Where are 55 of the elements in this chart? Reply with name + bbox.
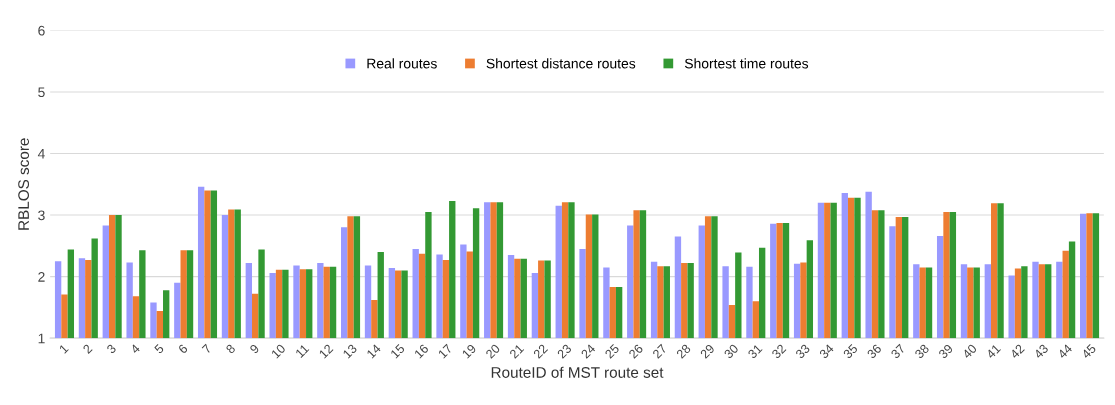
x-tick-label: 33 xyxy=(795,343,811,360)
legend-label: Shortest distance routes xyxy=(486,58,636,69)
x-tick-label: 8 xyxy=(225,343,236,355)
x-tick-label: 45 xyxy=(1081,343,1097,360)
x-tick-label: 13 xyxy=(342,343,358,359)
x-tick-label: 43 xyxy=(1033,343,1049,360)
y-tick-label: 2 xyxy=(38,271,45,282)
x-tick-label: 29 xyxy=(699,343,715,359)
x-tick-label: 44 xyxy=(1057,343,1073,360)
x-tick-label: 30 xyxy=(723,343,739,360)
y-tick-label: 5 xyxy=(38,87,45,98)
x-tick-label: 32 xyxy=(771,343,787,360)
x-tick-label: 10 xyxy=(270,343,286,359)
y-tick-label: 4 xyxy=(37,148,45,159)
x-tick-label: 15 xyxy=(390,343,406,359)
x-tick-label: 39 xyxy=(938,343,954,360)
x-tick-label: 28 xyxy=(675,343,692,359)
x-tick-label: 36 xyxy=(866,343,882,360)
x-tick-label: 25 xyxy=(604,343,620,359)
x-tick-label: 40 xyxy=(961,343,978,360)
x-tick-label: 6 xyxy=(177,343,189,354)
x-tick-label: 38 xyxy=(914,343,930,360)
x-tick-label: 9 xyxy=(249,343,260,355)
x-tick-label: 16 xyxy=(413,343,429,359)
y-axis-title: RBLOS score xyxy=(18,138,30,230)
x-tick-label: 7 xyxy=(201,343,212,354)
x-tick-label: 17 xyxy=(437,343,453,359)
x-tick-label: 1 xyxy=(58,343,69,354)
x-tick-label: 22 xyxy=(532,343,549,359)
y-tick-label: 1 xyxy=(38,333,45,344)
x-tick-label: 11 xyxy=(295,343,310,358)
x-tick-label: 12 xyxy=(318,343,334,359)
x-tick-label: 42 xyxy=(1009,343,1025,360)
x-tick-label: 24 xyxy=(580,343,596,359)
x-axis-title: RouteID of MST route set xyxy=(491,366,664,378)
x-tick-label: 5 xyxy=(153,343,165,355)
y-tick-label: 6 xyxy=(38,25,45,36)
x-tick-label: 20 xyxy=(485,343,501,359)
x-tick-label: 31 xyxy=(747,343,763,360)
x-tick-label: 14 xyxy=(366,343,382,359)
x-tick-label: 41 xyxy=(985,343,1001,360)
legend-label: Real routes xyxy=(367,58,437,69)
legend-label: Shortest time routes xyxy=(684,58,809,69)
x-tick-label: 34 xyxy=(818,343,835,360)
x-tick-label: 26 xyxy=(628,343,644,359)
x-tick-label: 27 xyxy=(652,343,668,359)
y-tick-label: 3 xyxy=(38,210,45,221)
x-tick-label: 4 xyxy=(129,343,141,355)
x-tick-label: 37 xyxy=(890,343,906,360)
x-tick-label: 3 xyxy=(106,343,117,355)
x-tick-label: 23 xyxy=(556,343,572,359)
x-tick-label: 19 xyxy=(461,343,477,359)
x-tick-label: 35 xyxy=(842,343,859,360)
x-tick-label: 2 xyxy=(82,343,93,354)
x-tick-label: 21 xyxy=(509,343,525,359)
